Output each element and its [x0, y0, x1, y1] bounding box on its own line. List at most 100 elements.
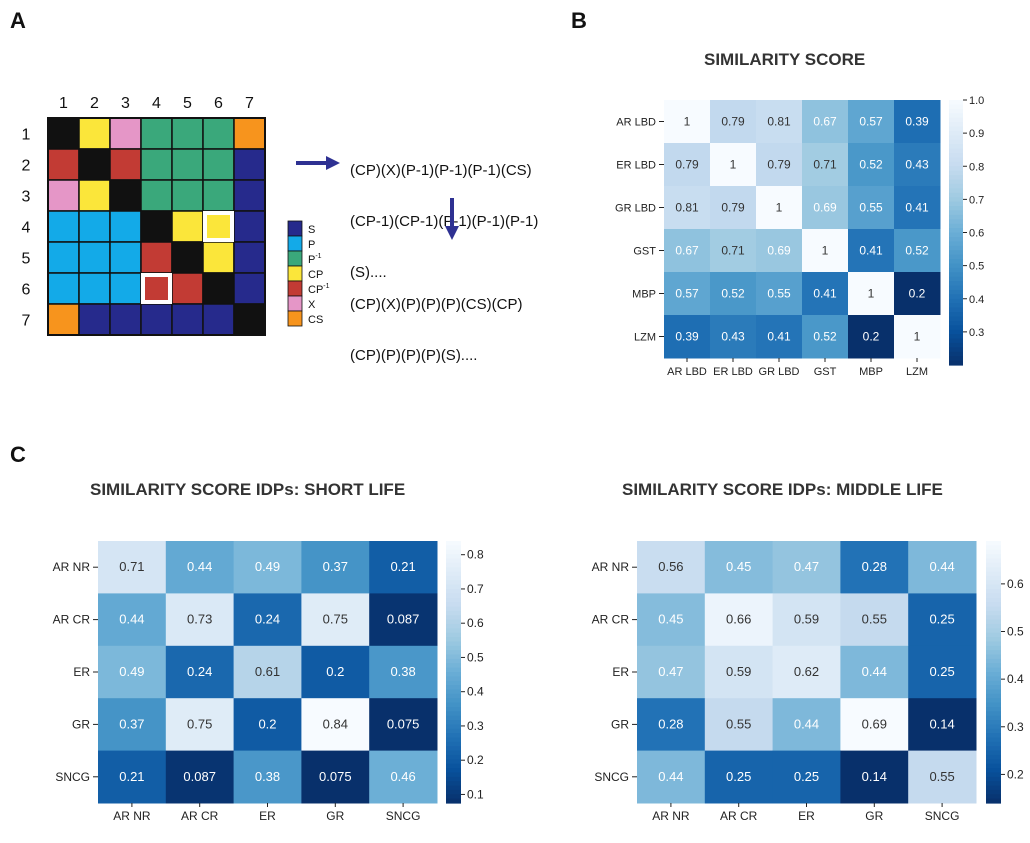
colorbar-segment: [986, 728, 1001, 734]
colorbar-segment: [949, 175, 963, 181]
colorbar-segment: [446, 724, 461, 730]
heatmap-cell: [664, 143, 711, 187]
colorbar-segment: [446, 772, 461, 778]
heatmap-cell: [756, 100, 803, 144]
matrix-cell: [171, 303, 204, 336]
heatmap-cell: [369, 698, 438, 752]
y-tick-label: SNCG: [55, 770, 90, 784]
colorbar-segment: [949, 210, 963, 216]
cell-value-label: 0.71: [119, 559, 144, 574]
cell-value-label: 0.52: [813, 330, 837, 344]
row-number: 3: [22, 189, 31, 206]
y-tick-label: GR LBD: [615, 203, 656, 215]
colorbar-segment: [986, 781, 1001, 787]
colorbar-segment: [949, 192, 963, 198]
colorbar-segment: [986, 632, 1001, 638]
column-number: 6: [214, 95, 223, 112]
arrow-right-head: [326, 156, 340, 170]
colorbar-segment: [446, 589, 461, 594]
cell-value-label: 0.52: [905, 244, 929, 258]
colorbar-segment: [949, 338, 963, 344]
cell-value-label: 0.69: [767, 244, 791, 258]
colorbar-segment: [446, 541, 461, 546]
sequence-line: (CP)(X)(P-1)(P-1)(P-1)(CS): [350, 162, 532, 179]
heatmap-cell: [664, 272, 711, 316]
highlight-box-cp-1: [141, 273, 172, 304]
colorbar-segment: [986, 772, 1001, 778]
colorbar-segment: [986, 541, 1001, 546]
cell-value-label: 0.55: [859, 201, 883, 215]
cell-value-label: 0.47: [658, 664, 683, 679]
colorbar-segment: [446, 750, 461, 756]
colorbar-tick-label: 0.4: [467, 685, 484, 699]
colorbar-segment: [446, 754, 461, 760]
y-tick-label: SNCG: [594, 770, 629, 784]
colorbar-segment: [949, 104, 963, 110]
heatmap-cell: [233, 541, 302, 594]
colorbar-segment: [446, 763, 461, 769]
cell-value-label: 1: [684, 115, 691, 129]
cell-value-label: 0.67: [675, 244, 699, 258]
matrix-cell: [78, 303, 111, 336]
cell-value-label: 0.73: [187, 612, 212, 627]
legend-swatch: [287, 310, 303, 327]
colorbar-segment: [986, 693, 1001, 699]
heatmap-cell: [165, 698, 235, 752]
heatmap-cell: [98, 698, 167, 752]
heatmap-cell: [369, 750, 438, 804]
legend-label: CP: [308, 269, 323, 281]
colorbar-segment: [986, 623, 1001, 629]
x-tick-label: GR: [326, 809, 344, 823]
colorbar-segment: [446, 619, 461, 625]
x-tick-label: ER: [259, 809, 276, 823]
colorbar-segment: [986, 606, 1001, 612]
cell-value-label: 0.2: [863, 330, 880, 344]
heatmap-cell: [301, 750, 370, 804]
colorbar-segment: [986, 785, 1001, 791]
sequence-line: (CP)(P)(P)(P)(S)....: [350, 347, 478, 364]
heatmap-cell: [894, 100, 941, 144]
heatmap-cell: [710, 315, 757, 359]
heatmap-cell: [908, 645, 977, 699]
cell-value-label: 0.84: [323, 716, 348, 731]
colorbar-segment: [446, 693, 461, 699]
colorbar-segment: [986, 798, 1001, 804]
x-tick-label: MBP: [859, 366, 883, 378]
y-tick-label: LZM: [634, 332, 656, 344]
x-tick-label: GR: [865, 809, 883, 823]
colorbar-segment: [446, 593, 461, 599]
colorbar-segment: [986, 571, 1001, 577]
y-tick-label: AR NR: [592, 560, 630, 574]
colorbar-segment: [446, 571, 461, 577]
colorbar-segment: [986, 654, 1001, 660]
colorbar-segment: [949, 153, 963, 159]
cell-value-label: 0.79: [721, 201, 745, 215]
heatmap-cell: [233, 645, 302, 699]
x-tick-label: ER LBD: [713, 366, 753, 378]
cell-value-label: 0.49: [119, 664, 144, 679]
heatmap-cell: [802, 143, 849, 187]
sequence-text-2: (CP)(X)(P)(P)(P)(CS)(CP) (CP)(P)(P)(P)(S…: [350, 262, 522, 381]
arrow-down-head: [445, 226, 459, 240]
heatmap-cell: [98, 645, 167, 699]
heatmap-cell: [756, 229, 803, 273]
colorbar-segment: [446, 733, 461, 739]
colorbar-segment: [949, 161, 963, 167]
cell-value-label: 0.41: [813, 287, 837, 301]
colorbar-segment: [446, 711, 461, 717]
cell-value-label: 0.71: [721, 244, 745, 258]
legend-label: CS: [308, 314, 323, 326]
cell-value-label: 0.14: [862, 769, 887, 784]
cell-value-label: 0.56: [658, 559, 683, 574]
colorbar-segment: [986, 794, 1001, 800]
colorbar-segment: [986, 741, 1001, 747]
colorbar-segment: [446, 654, 461, 660]
heatmap-cell: [704, 698, 774, 752]
matrix-cell: [140, 241, 173, 274]
colorbar-segment: [986, 789, 1001, 795]
colorbar-segment: [986, 715, 1001, 721]
colorbar-segment: [986, 610, 1001, 616]
colorbar-tick-label: 0.5: [969, 261, 984, 273]
row-number: 6: [22, 282, 31, 299]
heatmap-cell: [840, 750, 909, 804]
